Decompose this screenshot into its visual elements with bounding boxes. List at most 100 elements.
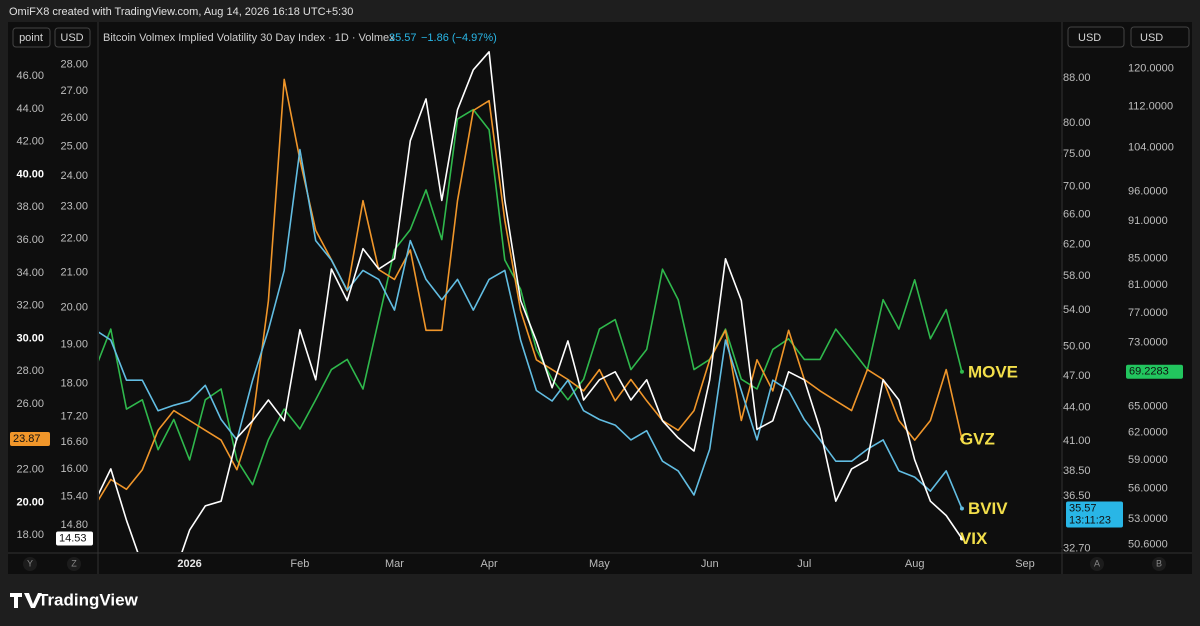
scale-button[interactable] — [1152, 557, 1166, 571]
y-tick-label: 75.00 — [1063, 148, 1091, 160]
y-tick-label: 66.00 — [1063, 209, 1091, 221]
y-tick-label: 112.0000 — [1128, 101, 1173, 113]
y-tick-label: 20.00 — [16, 496, 44, 508]
y-tick-label: 19.00 — [60, 339, 88, 351]
scale-button-label[interactable]: point — [19, 32, 43, 44]
chart-pane — [8, 22, 1192, 574]
last-point — [959, 369, 964, 374]
y-tick-label: 44.00 — [1063, 401, 1091, 413]
scale-button-label[interactable]: Y — [27, 558, 33, 568]
last-point — [959, 506, 964, 511]
plot-area — [99, 51, 963, 552]
y-tick-label: 96.0000 — [1128, 186, 1168, 198]
series-annotation: MOVE — [968, 362, 1018, 381]
y-tick-label: 50.00 — [1063, 341, 1091, 353]
y-tick-label: 120.0000 — [1128, 63, 1174, 75]
y-tick-label: 22.00 — [60, 233, 88, 245]
x-tick-label: Aug — [905, 558, 925, 570]
y-tick-label: 81.0000 — [1128, 279, 1168, 291]
y-tick-label: 62.00 — [1063, 238, 1091, 250]
y-tick-label: 22.00 — [16, 464, 44, 476]
y-tick-label: 54.00 — [1063, 304, 1091, 316]
y-tick-label: 28.00 — [16, 365, 44, 377]
price-label-box — [1066, 501, 1123, 528]
y-tick-label: 34.00 — [16, 267, 44, 279]
scale-button-label[interactable]: B — [1156, 558, 1162, 568]
y-tick-label: 36.00 — [16, 234, 44, 246]
brand-logo — [10, 593, 42, 608]
y-tick-label: 17.20 — [60, 411, 88, 423]
y-tick-label: 32.00 — [16, 300, 44, 312]
y-tick-label: 46.00 — [16, 70, 44, 82]
y-tick-label: 18.00 — [16, 529, 44, 541]
y-tick-label: 18.00 — [60, 378, 88, 390]
y-tick-label: 20.00 — [60, 302, 88, 314]
y-tick-label: 70.00 — [1063, 181, 1091, 193]
x-tick-label: Sep — [1015, 558, 1035, 570]
y-tick-label: 58.00 — [1063, 270, 1091, 282]
last-point — [959, 536, 964, 541]
series-annotation: BVIV — [968, 499, 1008, 518]
series-line — [99, 148, 963, 509]
currency-button[interactable] — [1130, 26, 1190, 48]
y-tick-label: 85.0000 — [1128, 253, 1168, 265]
y-tick-label: 91.0000 — [1128, 215, 1168, 227]
y-tick-label: 53.0000 — [1128, 513, 1168, 525]
x-tick-label: Apr — [481, 558, 498, 570]
legend-change: −1.86 (−4.97%) — [421, 32, 497, 44]
x-tick-label: Feb — [290, 558, 309, 570]
scale-button-label[interactable]: Z — [71, 558, 77, 568]
y-tick-label: 14.80 — [60, 519, 88, 531]
price-label-box — [1126, 364, 1183, 379]
scale-button[interactable] — [1090, 557, 1104, 571]
currency-button[interactable] — [1067, 26, 1125, 48]
currency-button-label[interactable]: USD — [1078, 32, 1101, 44]
y-tick-label: 26.00 — [60, 112, 88, 124]
y-tick-label: 62.0000 — [1128, 426, 1168, 438]
legend-value: 35.57 — [389, 32, 417, 44]
y-tick-label: 38.50 — [1063, 465, 1091, 477]
y-tick-label: 104.0000 — [1128, 141, 1174, 153]
currency-button-label[interactable]: USD — [60, 32, 83, 44]
chart-title: Bitcoin Volmex Implied Volatility 30 Day… — [103, 32, 395, 44]
y-tick-label: 26.00 — [16, 398, 44, 410]
y-tick-label: 16.00 — [60, 463, 88, 475]
countdown: 13:11:23 — [1069, 514, 1111, 526]
x-tick-label: Jul — [797, 558, 811, 570]
currency-button[interactable] — [54, 27, 91, 48]
y-tick-label: 77.0000 — [1128, 307, 1168, 319]
scale-button[interactable] — [67, 557, 81, 571]
series-annotation: GVZ — [960, 429, 995, 448]
y-tick-label: 30.00 — [16, 332, 44, 344]
y-tick-label: 41.00 — [1063, 435, 1091, 447]
y-tick-label: 50.6000 — [1128, 538, 1168, 550]
x-tick-label: Jun — [701, 558, 719, 570]
x-tick-label: May — [589, 558, 610, 570]
y-tick-label: 36.50 — [1063, 490, 1091, 502]
scale-button-label[interactable]: A — [1094, 558, 1100, 568]
y-tick-label: 88.00 — [1063, 72, 1091, 84]
y-tick-label: 73.0000 — [1128, 336, 1168, 348]
brand-name: TradingView — [38, 590, 139, 609]
y-tick-label: 21.00 — [60, 266, 88, 278]
y-tick-label: 80.00 — [1063, 117, 1091, 129]
scale-button[interactable] — [23, 557, 37, 571]
y-tick-label: 25.00 — [60, 140, 88, 152]
price-label-box — [10, 431, 50, 446]
y-tick-label: 23.00 — [60, 201, 88, 213]
y-tick-label: 38.00 — [16, 201, 44, 213]
y-tick-label: 42.00 — [16, 136, 44, 148]
x-tick-label: 2026 — [177, 558, 201, 570]
y-tick-label: 40.00 — [16, 168, 44, 180]
series-line — [99, 51, 963, 552]
y-tick-label: 28.00 — [60, 58, 88, 70]
x-tick-label: Mar — [385, 558, 404, 570]
price-label: 23.87 — [13, 433, 41, 445]
currency-button-label[interactable]: USD — [1140, 32, 1163, 44]
price-label: 14.53 — [59, 532, 87, 544]
series-line — [99, 78, 963, 501]
y-tick-label: 32.70 — [1063, 542, 1091, 554]
scale-button[interactable] — [12, 27, 51, 48]
